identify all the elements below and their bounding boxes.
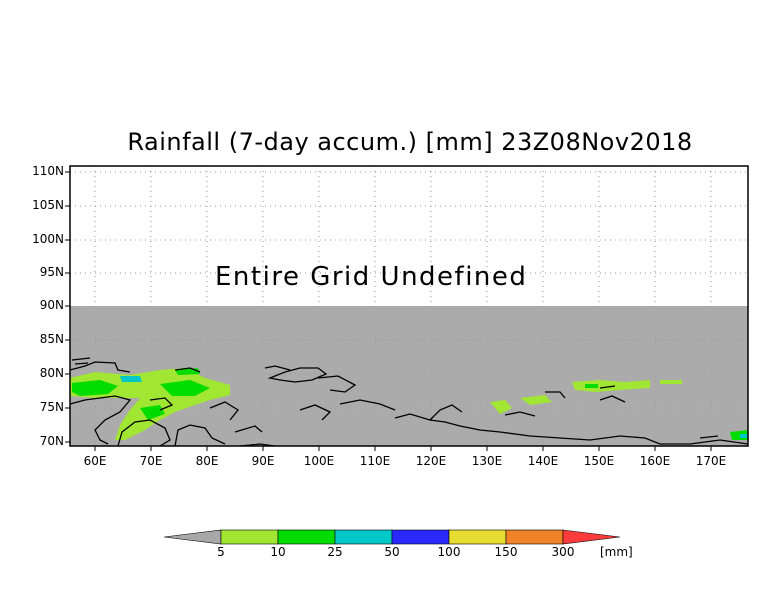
colorbar-segment	[448, 529, 507, 545]
map-title: Rainfall (7-day accum.) [mm] 23Z08Nov201…	[127, 128, 693, 156]
lon-tick-label: 70E	[139, 454, 163, 468]
colorbar-low-arrow	[163, 529, 222, 545]
lon-tick-label: 140E	[527, 454, 559, 468]
lon-tick-label: 80E	[195, 454, 219, 468]
coastlines	[69, 357, 749, 447]
lon-tick-label: 130E	[471, 454, 503, 468]
colorbar	[163, 529, 621, 545]
undefined-grid-message: Entire Grid Undefined	[215, 262, 528, 292]
lat-tick-label: 70N	[39, 434, 64, 448]
lat-tick-label: 75N	[39, 400, 64, 414]
colorbar-unit: [mm]	[600, 545, 633, 559]
lon-tick-label: 150E	[583, 454, 615, 468]
colorbar-segment	[505, 529, 564, 545]
colorbar-label: 300	[551, 545, 575, 559]
lat-tick-label: 110N	[32, 164, 64, 178]
lon-tick-label: 170E	[695, 454, 727, 468]
lat-tick-label: 105N	[32, 198, 64, 212]
lon-tick-label: 90E	[251, 454, 275, 468]
lon-tick-label: 100E	[303, 454, 335, 468]
colorbar-segment	[334, 529, 393, 545]
colorbar-segment	[391, 529, 450, 545]
colorbar-segment	[277, 529, 336, 545]
lon-tick-label: 120E	[415, 454, 447, 468]
colorbar-segment	[220, 529, 279, 545]
lon-tick-label: 160E	[639, 454, 671, 468]
axis-ticks	[65, 171, 712, 451]
colorbar-label: 10	[270, 545, 286, 559]
lat-tick-label: 80N	[39, 366, 64, 380]
lat-tick-label: 90N	[39, 298, 64, 312]
lat-tick-label: 95N	[39, 265, 64, 279]
colorbar-label: 5	[217, 545, 225, 559]
colorbar-label: 150	[494, 545, 518, 559]
lon-tick-label: 60E	[83, 454, 107, 468]
colorbar-label: 50	[384, 545, 400, 559]
lat-tick-label: 85N	[39, 332, 64, 346]
grid-lines	[70, 166, 748, 446]
colorbar-label: 100	[437, 545, 461, 559]
colorbar-label: 25	[327, 545, 343, 559]
lon-tick-label: 110E	[359, 454, 391, 468]
colorbar-high-arrow	[562, 529, 621, 545]
lat-tick-label: 100N	[32, 232, 64, 246]
